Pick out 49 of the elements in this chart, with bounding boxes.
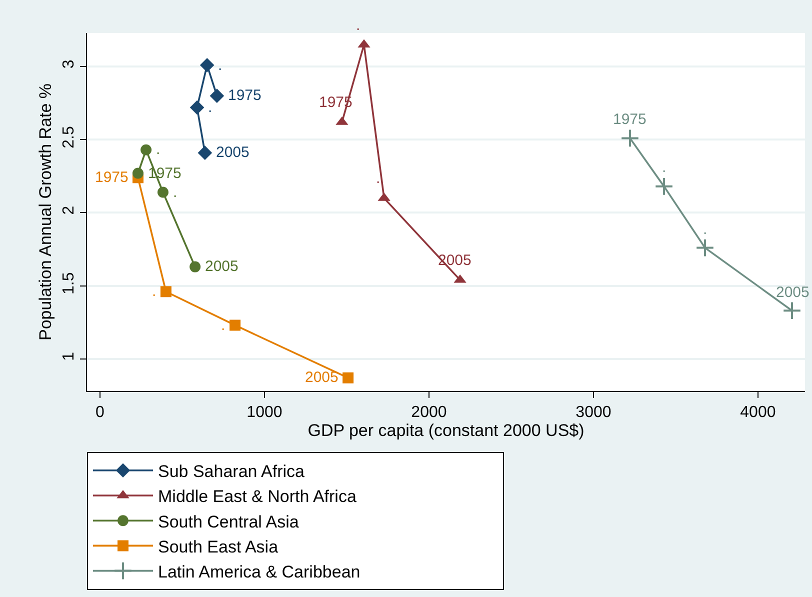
x-tick-label: 1000 (246, 404, 282, 422)
annotation: . (208, 99, 212, 116)
point (190, 261, 201, 272)
x-tick-label: 4000 (740, 404, 776, 422)
legend-label: South East Asia (158, 537, 279, 556)
y-tick-label: 1.5 (60, 272, 78, 295)
annotation: 1975 (613, 111, 646, 128)
annotation: . (662, 159, 666, 176)
x-axis-title: GDP per capita (constant 2000 US$) (308, 421, 584, 440)
point (342, 372, 354, 384)
y-tick-label: 3 (60, 60, 78, 69)
y-tick-label: 2 (60, 206, 78, 215)
annotation: . (703, 221, 708, 238)
annotation: . (356, 17, 360, 34)
point (696, 238, 714, 258)
point (140, 144, 152, 156)
point (620, 128, 640, 148)
point (230, 320, 241, 331)
point (190, 100, 204, 115)
annotation: . (218, 57, 222, 74)
y-tick-label: 2.5 (60, 126, 78, 148)
annotation: . (173, 184, 178, 201)
x-tick-label: 0 (96, 404, 105, 422)
point (198, 146, 212, 160)
y-tick-label: 1 (60, 352, 78, 361)
annotation: 2005 (205, 258, 238, 275)
annotation: 2005 (776, 284, 810, 301)
point (782, 301, 802, 320)
x-tick-label: 3000 (576, 404, 612, 422)
annotation: . (152, 283, 156, 300)
annotation: 1975 (228, 87, 262, 104)
point (157, 186, 168, 198)
x-tick-label: 2000 (411, 404, 447, 422)
annotation: . (156, 141, 160, 158)
annotation: 1975 (95, 169, 128, 186)
point (210, 88, 224, 103)
annotation: . (221, 317, 226, 334)
annotation: 2005 (305, 369, 338, 386)
legend-label: Middle East & North Africa (158, 487, 357, 506)
annotation: 2005 (216, 144, 250, 161)
legend-label: Latin America & Caribbean (158, 562, 360, 582)
point (654, 177, 674, 196)
point (160, 286, 172, 298)
point (132, 168, 144, 179)
y-axis-title: Population Annual Growth Rate % (36, 83, 56, 341)
legend-label: Sub Saharan Africa (158, 462, 306, 482)
annotation: . (376, 170, 380, 187)
legend-label: South Central Asia (158, 512, 300, 532)
point (200, 58, 214, 72)
